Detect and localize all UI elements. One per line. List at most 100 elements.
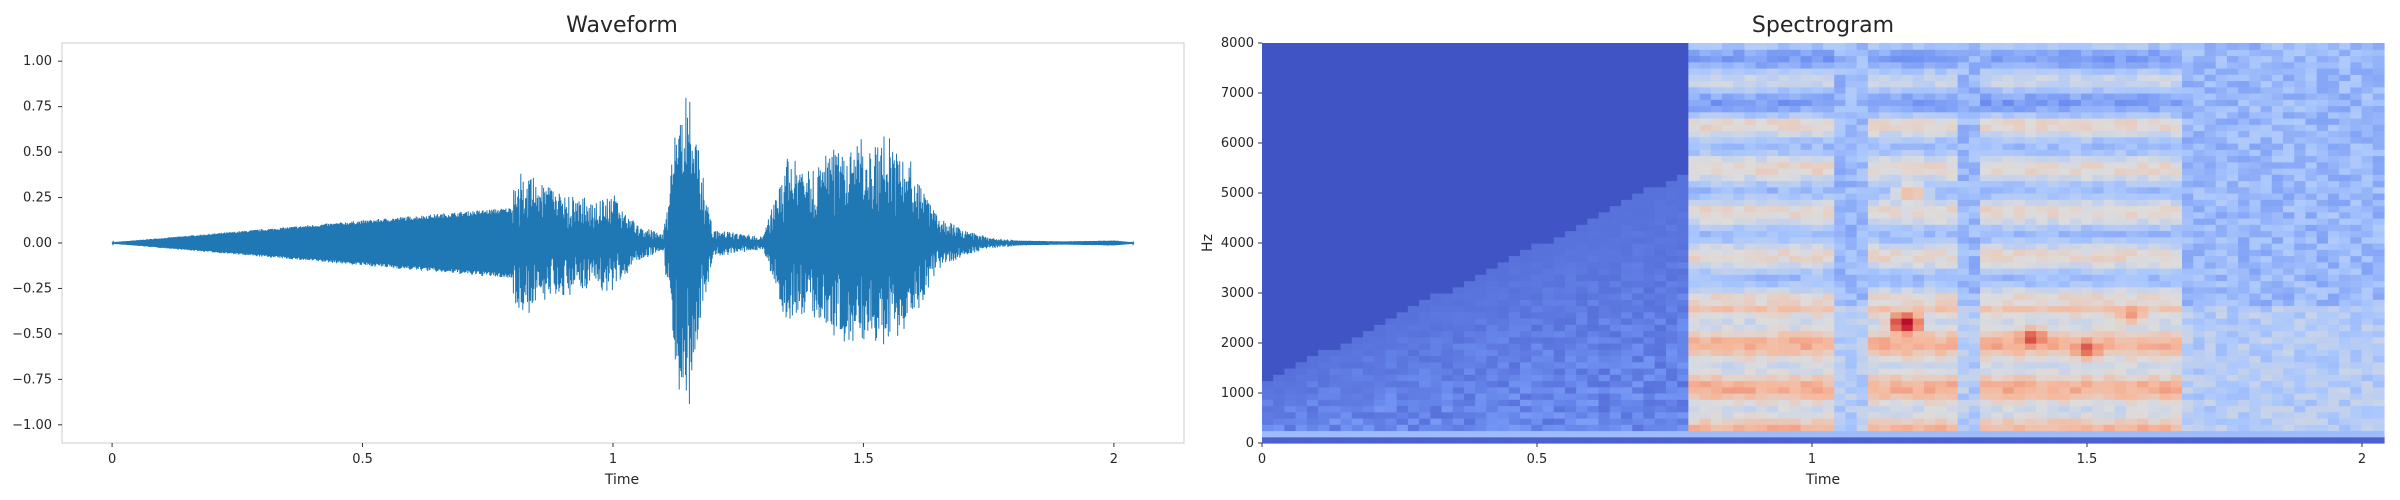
spectrogram-cell (1542, 199, 1555, 207)
spectrogram-cell (1632, 430, 1645, 438)
spectrogram-cell (1576, 80, 1588, 88)
spectrogram-cell (2047, 205, 2060, 213)
spectrogram-cell (2058, 211, 2071, 219)
spectrogram-cell (1475, 105, 1487, 113)
spectrogram-cell (2092, 261, 2105, 269)
spectrogram-cell (1800, 61, 1813, 69)
spectrogram-cell (1598, 268, 1611, 275)
spectrogram-cell (1677, 105, 1689, 113)
spectrogram-cell (1946, 68, 1959, 75)
spectrogram-cell (1374, 405, 1387, 413)
spectrogram-cell (1475, 155, 1487, 163)
spectrogram-cell (1688, 105, 1701, 113)
spectrogram-cell (1710, 318, 1723, 325)
spectrogram-cell (1396, 343, 1409, 350)
spectrogram-cell (1722, 430, 1734, 438)
spectrogram-cell (1598, 236, 1611, 244)
spectrogram-cell (1699, 199, 1712, 207)
spectrogram-cell (1463, 424, 1476, 432)
spectrogram-cell (2002, 424, 2015, 432)
spectrogram-cell (1912, 49, 1925, 57)
spectrogram-cell (1273, 418, 1286, 425)
spectrogram-cell (1542, 311, 1555, 319)
spectrogram-cell (2013, 280, 2026, 288)
spectrogram-cell (1912, 299, 1925, 307)
spectrogram-cell (1811, 68, 1824, 75)
spectrogram-cell (1789, 355, 1802, 363)
spectrogram-cell (2114, 349, 2127, 357)
spectrogram-cell (1441, 411, 1454, 419)
spectrogram-cell (1867, 193, 1880, 200)
spectrogram-cell (1609, 343, 1622, 350)
spectrogram-cell (1823, 349, 1835, 357)
spectrogram-cell (1396, 386, 1409, 394)
spectrogram-cell (1407, 436, 1420, 444)
spectrogram-cell (1677, 124, 1689, 132)
spectrogram-cell (1733, 318, 1746, 325)
spectrogram-cell (1407, 168, 1420, 175)
spectrogram-cell (1710, 211, 1723, 219)
spectrogram-cell (1890, 124, 1903, 132)
spectrogram-cell (1273, 86, 1286, 94)
spectrogram-cell (1463, 436, 1476, 444)
spectrogram-cell (1508, 86, 1521, 94)
spectrogram-cell (1912, 324, 1925, 332)
spectrogram-cell (1396, 74, 1409, 82)
spectrogram-cell (1968, 380, 1981, 388)
spectrogram-cell (2036, 174, 2048, 182)
spectrogram-cell (1867, 118, 1880, 125)
spectrogram-cell (1508, 99, 1521, 107)
spectrogram-cell (1744, 218, 1757, 225)
spectrogram-cell (1991, 280, 2004, 288)
spectrogram-cell (2092, 236, 2105, 244)
spectrogram-cell (2081, 305, 2093, 313)
spectrogram-cell (1374, 218, 1387, 225)
spectrogram-cell (2024, 393, 2037, 400)
spectrogram-cell (1643, 205, 1656, 213)
spectrogram-cell (1643, 418, 1656, 425)
spectrogram-cell (1789, 255, 1802, 263)
spectrogram-cell (1766, 143, 1779, 150)
spectrogram-cell (1531, 368, 1544, 375)
spectrogram-cell (2036, 374, 2048, 382)
spectrogram-cell (2047, 168, 2060, 175)
spectrogram-cell (1879, 99, 1891, 107)
spectrogram-cell (2081, 424, 2093, 432)
spectrogram-cell (1351, 124, 1364, 132)
spectrogram-cell (1890, 286, 1903, 294)
spectrogram-cell (1867, 180, 1880, 188)
spectrogram-cell (2024, 311, 2037, 319)
spectrogram-cell (1744, 224, 1757, 232)
spectrogram-cell (1811, 243, 1824, 250)
spectrogram-cell (1318, 224, 1330, 232)
spectrogram-cell (1665, 111, 1678, 119)
spectrogram-cell (1531, 361, 1544, 369)
spectrogram-cell (1890, 261, 1903, 269)
spectrogram-cell (1262, 161, 1274, 169)
spectrogram-cell (1531, 386, 1544, 394)
spectrogram-cell (1980, 143, 1992, 150)
spectrogram-cell (1879, 218, 1891, 225)
spectrogram-cell (1587, 61, 1600, 69)
spectrogram-cell (2013, 361, 2026, 369)
spectrogram-cell (1957, 136, 1970, 144)
spectrogram-cell (1968, 418, 1981, 425)
spectrogram-cell (1553, 74, 1566, 82)
spectrogram-cell (1733, 230, 1746, 238)
spectrogram-cell (1284, 255, 1297, 263)
spectrogram-cell (1531, 155, 1544, 163)
spectrogram-cell (1351, 180, 1364, 188)
spectrogram-cell (1935, 130, 1948, 138)
spectrogram-cell (1508, 224, 1521, 232)
spectrogram-cell (1923, 68, 1936, 75)
spectrogram-cell (1486, 174, 1499, 182)
spectrogram-cell (1273, 249, 1286, 257)
spectrogram-cell (1463, 299, 1476, 307)
spectrogram-cell (1553, 324, 1566, 332)
spectrogram-cell (1362, 155, 1375, 163)
spectrogram-cell (1475, 205, 1487, 213)
spectrogram-cell (1890, 130, 1903, 138)
spectrogram-cell (2047, 86, 2060, 94)
spectrogram-cell (1452, 399, 1465, 407)
spectrogram-cell (1385, 286, 1398, 294)
